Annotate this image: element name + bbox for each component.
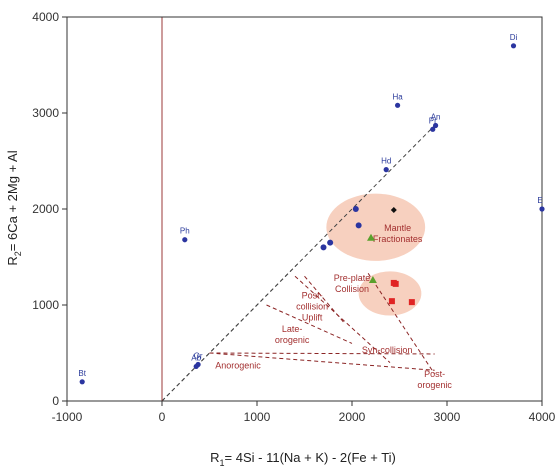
sample-point-blue	[327, 239, 334, 246]
sample-point-red	[392, 280, 399, 287]
reference-point-an	[433, 122, 439, 129]
boundary-line-5	[209, 352, 435, 371]
sample-point-blue	[352, 206, 359, 212]
region-label-post-collision: Post-collision Uplift	[296, 290, 328, 322]
sample-point-black	[390, 206, 397, 213]
region-label-line: collision	[296, 301, 328, 311]
region-label-anorogenic: Anorogenic	[215, 360, 261, 370]
region-label-late-orogenic: Late-orogenic	[275, 324, 310, 345]
sample-point-red	[408, 299, 415, 306]
reference-label-pr: Pr	[429, 116, 437, 125]
region-label-line: Syn-collision	[362, 345, 413, 355]
region-label-line: Fractionates	[373, 234, 423, 244]
region-label-line: Uplift	[302, 312, 323, 322]
boundary-line-6	[209, 352, 435, 355]
reference-label-hd: Hd	[381, 157, 391, 166]
x-tick-label: 2000	[339, 410, 366, 424]
reference-point-ha	[395, 102, 401, 108]
sample-point-red	[388, 298, 395, 305]
reference-point-e	[539, 206, 545, 212]
region-label-line: Collision	[335, 284, 369, 294]
y-axis-ticks: 0 1000 2000 3000 4000	[32, 10, 67, 408]
x-tick-label: 0	[159, 410, 166, 424]
x-axis-label: R1= 4Si - 11(Na + K) - 2(Fe + Ti)	[210, 450, 396, 468]
y-tick-label: 0	[52, 394, 59, 408]
region-label-line: Mantle	[384, 223, 411, 233]
y-tick-label: 4000	[32, 10, 59, 24]
sample-point-blue	[320, 244, 327, 251]
boundary-line-3	[294, 275, 391, 363]
sample-point-green	[368, 276, 377, 284]
reference-label-or: Or	[194, 352, 203, 361]
boundary-line-7	[367, 273, 436, 375]
sample-point-green	[367, 233, 375, 241]
x-tick-label: 4000	[529, 410, 556, 424]
region-label-line: Pre-plate	[334, 273, 371, 283]
sample-point-blue	[355, 222, 362, 229]
reference-label-an: An	[431, 112, 441, 121]
reference-point-hd	[383, 167, 389, 173]
reference-label-di: Di	[510, 33, 518, 42]
reference-point-pr	[430, 126, 436, 132]
boundary-lines-layer	[161, 122, 438, 402]
reference-label-e: E	[537, 196, 542, 205]
region-label-mantle: Mantle Fractionates	[373, 223, 423, 244]
reference-point-di	[510, 43, 517, 49]
region-label-syn-collision: Syn-collision	[362, 345, 413, 355]
reference-label-ph: Ph	[180, 227, 190, 236]
reference-label-bt: Bt	[78, 369, 86, 378]
boundary-line-4	[304, 275, 346, 325]
reference-point-ab	[193, 363, 199, 370]
y-tick-label: 1000	[32, 298, 59, 312]
region-label-line: orogenic	[275, 335, 310, 345]
region-labels-layer: Mantle Fractionates Pre-plate Collision Post…	[215, 223, 452, 390]
x-axis-ticks: -1000 0 1000 2000 3000 4000	[52, 401, 556, 424]
region-label-line: orogenic	[417, 380, 452, 390]
reference-label-ab: Ab	[191, 353, 201, 362]
region-label-line: Late-	[282, 324, 303, 334]
region-label-line: Anorogenic	[215, 360, 261, 370]
y-tick-label: 2000	[32, 202, 59, 216]
reference-label-ha: Ha	[392, 92, 403, 101]
y-axis-label: R2= 6Ca + 2Mg + Al	[5, 150, 23, 265]
region-label-line: Post-	[424, 369, 445, 379]
x-tick-label: 1000	[244, 410, 271, 424]
reference-point-ph	[182, 237, 188, 243]
reference-point-bt	[79, 379, 85, 385]
boundary-line-1	[161, 261, 301, 402]
region-label-post-orogenic: Post-orogenic	[417, 369, 452, 390]
y-tick-label: 3000	[32, 106, 59, 120]
x-tick-label: 3000	[434, 410, 461, 424]
region-label-line: Post-	[302, 290, 323, 300]
region-label-pre-plate: Pre-plate Collision	[334, 273, 371, 294]
ellipses-layer	[326, 193, 426, 316]
x-tick-label: -1000	[52, 410, 83, 424]
boundary-line-2	[266, 304, 353, 344]
